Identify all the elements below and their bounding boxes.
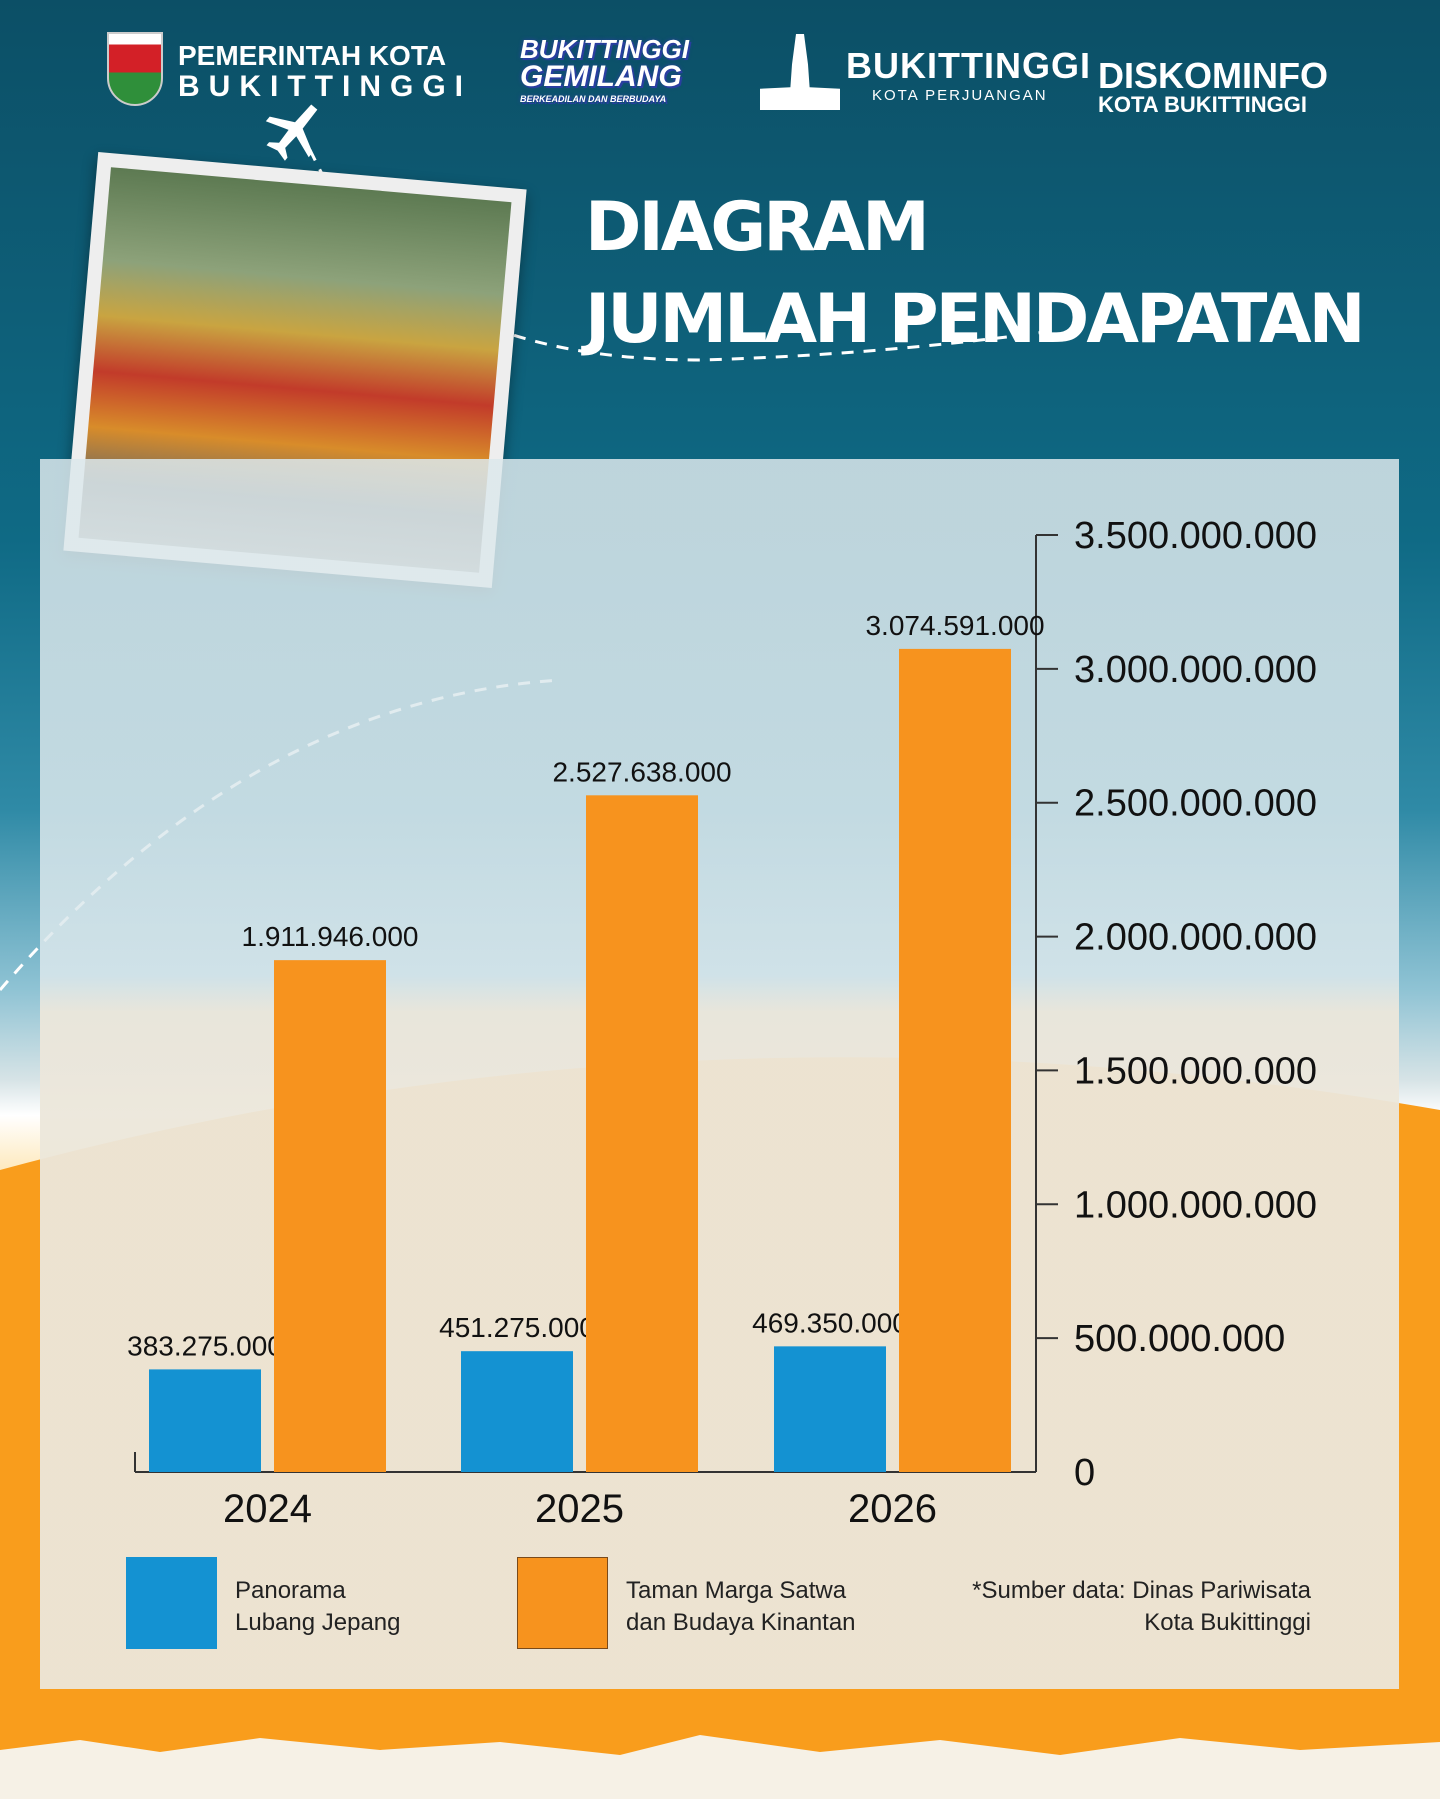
logo-bukittinggi-kota-perjuangan: BUKITTINGGI KOTA PERJUANGAN: [846, 45, 1091, 104]
y-tick-label: 0: [1074, 1452, 1095, 1494]
data-label: 469.350.000: [752, 1307, 908, 1338]
torn-paper-edge: [0, 1735, 1440, 1799]
source-note: *Sumber data: Dinas Pariwisata Kota Bukit…: [972, 1577, 1311, 1636]
data-label: 451.275.000: [439, 1312, 595, 1343]
header-logos: PEMERINTAH KOTA BUKITTINGGI BUKITTINGGI …: [0, 30, 1440, 120]
bar-kinantan-2025: [586, 795, 698, 1472]
page-title: DIAGRAM JUMLAH PENDAPATAN: [585, 188, 1366, 359]
logo-bukittinggi-gemilang: BUKITTINGGI GEMILANG BERKEADILAN DAN BER…: [520, 34, 689, 104]
bar-panorama-2024: [149, 1369, 261, 1472]
jam-gadang-icon: [760, 34, 840, 110]
y-tick-label: 1.000.000.000: [1074, 1184, 1317, 1226]
data-label: 383.275.000: [127, 1330, 283, 1361]
legend-label-panorama: Panorama Lubang Jepang: [235, 1577, 401, 1636]
airplane-icon: [265, 104, 318, 161]
logo-pemerintah-kota: PEMERINTAH KOTA BUKITTINGGI: [178, 40, 472, 103]
data-label: 3.074.591.000: [865, 610, 1044, 641]
y-tick-label: 2.500.000.000: [1074, 783, 1317, 825]
bar-panorama-2025: [461, 1351, 573, 1472]
data-label: 2.527.638.000: [552, 756, 731, 787]
logo-diskominfo: DISKOMINFO KOTA BUKITTINGGI: [1098, 55, 1328, 117]
x-tick-label: 2026: [848, 1487, 937, 1531]
y-tick-label: 1.500.000.000: [1074, 1050, 1317, 1092]
bar-kinantan-2026: [899, 648, 1011, 1472]
y-tick-label: 3.500.000.000: [1074, 515, 1317, 557]
legend-swatch-kinantan: [517, 1557, 608, 1649]
x-tick-label: 2025: [535, 1487, 624, 1531]
y-tick-label: 2.000.000.000: [1074, 917, 1317, 959]
y-tick-label: 500.000.000: [1074, 1318, 1285, 1360]
bar-kinantan-2024: [274, 960, 386, 1472]
data-label: 1.911.946.000: [242, 921, 419, 952]
y-tick-label: 3.000.000.000: [1074, 649, 1317, 691]
chart-panel: 0 500.000.000 1.000.000.000 1.500.000.000 2.…: [40, 459, 1399, 1689]
legend-label-kinantan: Taman Marga Satwa dan Budaya Kinantan: [626, 1577, 856, 1636]
bar-chart: 0 500.000.000 1.000.000.000 1.500.000.000 2.…: [127, 515, 1317, 1531]
x-tick-label: 2024: [223, 1487, 312, 1531]
legend-swatch-panorama: [126, 1557, 217, 1649]
city-emblem-icon: [107, 32, 163, 106]
bar-panorama-2026: [774, 1346, 886, 1472]
